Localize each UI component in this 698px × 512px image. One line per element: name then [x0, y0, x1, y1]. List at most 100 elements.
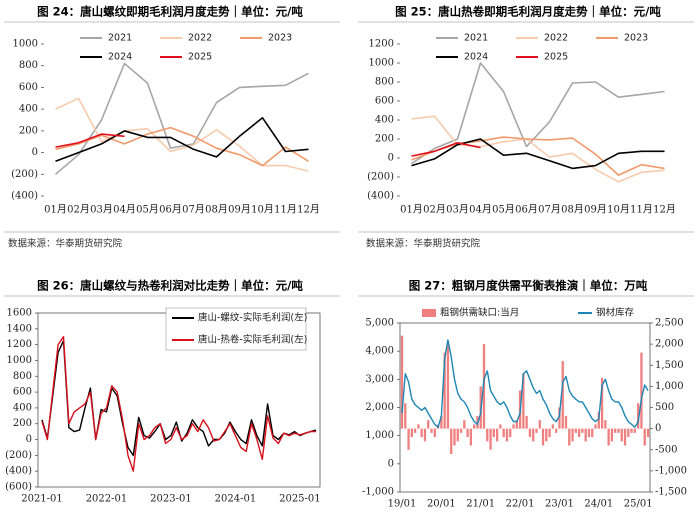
bar — [495, 428, 499, 442]
y-tick-label: 800 — [375, 77, 394, 88]
x-tick-label: 01月 — [44, 204, 67, 216]
y-tick-label: -500 — [655, 444, 677, 455]
bar — [600, 377, 604, 429]
bar — [577, 428, 581, 438]
x-tick-label: 05月 — [136, 204, 159, 216]
bar — [443, 352, 446, 429]
x-tick-label: 10月 — [251, 204, 274, 216]
bar — [587, 428, 591, 438]
x-tick-label: 11月 — [274, 204, 297, 216]
x-tick-label: 03月 — [90, 204, 113, 216]
y-tick-label: 600 — [19, 82, 38, 93]
bar — [607, 428, 610, 446]
bar — [568, 428, 571, 446]
bar — [640, 352, 643, 429]
bar — [423, 428, 427, 442]
y-tick-label: 800 — [13, 371, 32, 382]
x-tick-label: 09月 — [584, 204, 607, 216]
legend-label: 唐山-热卷-实际毛利润(左) — [198, 334, 307, 346]
bar — [561, 361, 564, 429]
bar — [473, 424, 476, 429]
y-tick-label: (400) — [5, 466, 32, 477]
bar — [571, 428, 574, 442]
bar — [564, 415, 568, 429]
legend-label: 2021 — [464, 33, 488, 44]
chart-title: 图 25：唐山热卷即期毛利润月度走势｜单位：元/吨 — [395, 5, 661, 19]
x-tick-label: 2024-01 — [215, 494, 257, 505]
bar — [545, 428, 548, 442]
y-tick-label: 0 — [26, 434, 32, 445]
series-line — [41, 336, 316, 472]
legend-label: 2025 — [188, 52, 212, 63]
x-tick-label: 20/01 — [427, 499, 456, 510]
bar — [535, 428, 538, 433]
bar — [407, 428, 410, 450]
x-tick-label: 2025-01 — [279, 494, 321, 505]
bar — [413, 428, 417, 433]
x-tick-label: 23/01 — [545, 499, 574, 510]
legend-label: 唐山-螺纹-实际毛利润(左) — [198, 312, 307, 324]
y-tick-label: 0 — [388, 153, 394, 164]
bar — [459, 428, 463, 433]
y-tick-label: 2,000 — [365, 402, 394, 413]
bar — [512, 424, 515, 429]
bar — [551, 424, 555, 429]
bar — [492, 428, 495, 438]
y-tick-label: 1000 — [13, 39, 38, 50]
y-tick-label: 1000 — [369, 58, 394, 69]
x-tick-label: 02月 — [67, 204, 90, 216]
series-line — [411, 138, 665, 170]
bar — [637, 403, 640, 429]
bar — [581, 428, 584, 433]
source-note: 数据来源：华泰期货研究院 — [8, 238, 123, 250]
chart-title: 图 26：唐山螺纹与热卷利润对比走势｜单位：元/吨 — [37, 279, 303, 293]
bar — [630, 428, 633, 433]
bar — [633, 428, 637, 433]
y-tick-label: 200 — [13, 418, 32, 429]
bar — [420, 428, 423, 438]
y-tick-label: 600 — [375, 96, 394, 107]
bar — [489, 428, 492, 450]
legend-label: 2025 — [544, 52, 568, 63]
y-tick-label: 3,000 — [365, 374, 394, 385]
bar — [617, 428, 620, 433]
bar — [502, 428, 505, 438]
bar — [456, 428, 459, 442]
bar — [440, 415, 443, 429]
bar — [620, 428, 623, 442]
bar — [463, 420, 466, 429]
bar — [450, 428, 453, 454]
bar — [555, 428, 558, 433]
legend-label: 2022 — [188, 33, 212, 44]
x-tick-label: 05月 — [492, 204, 515, 216]
y-tick-label: (200) — [5, 450, 32, 461]
x-tick-label: 2022-01 — [86, 494, 128, 505]
y-tick-label: 1,000 — [365, 430, 394, 441]
bar — [486, 428, 489, 442]
chart-title: 图 24：唐山螺纹即期毛利润月度走势｜单位：元/吨 — [37, 5, 303, 19]
x-tick-label: 11月 — [630, 204, 653, 216]
y-tick-label: 1200 — [7, 339, 32, 350]
legend-swatch — [422, 309, 436, 317]
x-tick-label: 12月 — [297, 204, 320, 216]
y-tick-label: 2,000 — [655, 339, 684, 350]
bar — [574, 428, 577, 433]
bar — [623, 428, 627, 446]
y-tick-label: 4,000 — [365, 346, 394, 357]
x-tick-label: 04月 — [469, 204, 492, 216]
y-tick-label: 0 — [388, 458, 394, 469]
series-line — [55, 126, 309, 167]
x-tick-label: 21/01 — [466, 499, 495, 510]
bar — [404, 403, 407, 429]
y-tick-label: 400 — [375, 115, 394, 126]
bar — [469, 428, 473, 446]
x-tick-label: 04月 — [113, 204, 136, 216]
bar — [528, 428, 532, 438]
bar — [538, 420, 541, 429]
x-tick-label: 2023-01 — [150, 494, 192, 505]
bar — [591, 428, 594, 438]
series-line — [55, 133, 125, 148]
bar — [446, 344, 450, 429]
bar — [505, 428, 509, 442]
